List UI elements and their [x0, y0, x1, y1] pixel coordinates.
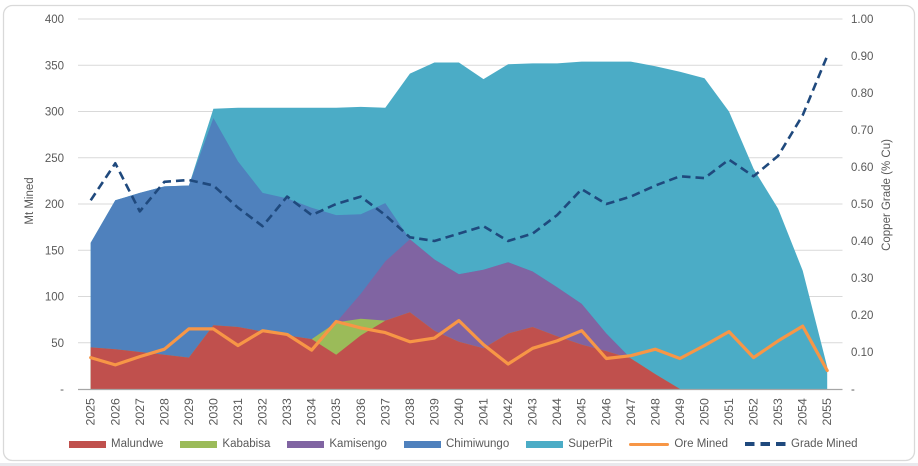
- window-edge-strip: [0, 463, 918, 466]
- legend-swatch: [745, 442, 787, 446]
- line-ore-mined: [89, 319, 829, 373]
- x-tick-label: 2049: [673, 398, 687, 426]
- y-left-tick-label: 100: [45, 292, 64, 304]
- x-tick-label: 2028: [157, 398, 171, 426]
- x-tick-label: 2048: [648, 398, 662, 426]
- legend-label: Kamisengo: [329, 437, 387, 450]
- x-tick-label: 2051: [722, 398, 736, 426]
- x-tick-label: 2033: [280, 398, 294, 426]
- legend-item-grade-mined[interactable]: Grade Mined: [745, 437, 858, 451]
- x-tick-label: 2029: [182, 398, 196, 426]
- legend-item-ore-mined[interactable]: Ore Mined: [629, 438, 728, 451]
- legend-item-malundwe[interactable]: Malundwe: [69, 438, 163, 451]
- x-tick-label: 2027: [133, 398, 147, 426]
- x-tick-label: 2037: [378, 398, 392, 426]
- y-right-tick-label: 0.20: [851, 310, 873, 322]
- legend-label: Malundwe: [111, 437, 164, 450]
- legend-label: Kababisa: [222, 437, 271, 450]
- y-left-tick-label: 300: [45, 107, 64, 119]
- x-tick-label: 2039: [427, 398, 441, 426]
- x-tick-label: 2034: [305, 398, 319, 426]
- y-left-axis-title: Mt Mined: [24, 177, 36, 224]
- x-tick-label: 2030: [206, 398, 220, 426]
- y-left-tick-label: 150: [45, 245, 64, 257]
- legend-swatch: [629, 442, 670, 446]
- x-tick-label: 2036: [354, 398, 368, 426]
- y-left-tick-label: 250: [45, 153, 64, 165]
- legend-label: Chimiwungo: [445, 437, 510, 450]
- y-right-tick-label: 0.30: [851, 273, 873, 285]
- y-right-tick-label: 0.80: [851, 88, 873, 100]
- y-left-tick-label: -: [60, 384, 64, 396]
- y-right-tick-label: 0.50: [851, 199, 873, 211]
- legend-item-kababisa[interactable]: Kababisa: [180, 438, 270, 451]
- y-right-tick-label: 0.70: [851, 125, 873, 137]
- y-left-tick-label: 400: [45, 14, 64, 26]
- x-tick-label: 2026: [108, 398, 122, 426]
- x-tick-label: 2055: [820, 398, 834, 426]
- x-tick-label: 2032: [256, 398, 270, 426]
- x-tick-label: 2054: [796, 398, 810, 426]
- legend-swatch: [287, 440, 325, 448]
- x-tick-label: 2035: [329, 398, 343, 426]
- legend-swatch: [69, 440, 106, 448]
- x-tick-label: 2025: [84, 398, 98, 426]
- y-left-tick-label: 50: [51, 338, 64, 350]
- x-tick-label: 2046: [599, 398, 613, 426]
- legend-label: SuperPit: [568, 437, 613, 450]
- legend-item-chimiwungo[interactable]: Chimiwungo: [403, 437, 510, 451]
- line-grade-mined: [89, 55, 829, 243]
- x-tick-label: 2041: [477, 398, 491, 426]
- x-tick-label: 2042: [501, 398, 515, 426]
- legend-swatch: [180, 440, 218, 448]
- x-tick-label: 2043: [526, 398, 540, 426]
- y-right-axis-title: Copper Grade (% Cu): [881, 139, 893, 251]
- legend-label: Grade Mined: [791, 437, 858, 450]
- x-tick-label: 2053: [771, 398, 785, 426]
- legend-label: Ore Mined: [674, 437, 729, 450]
- legend-swatch: [526, 440, 564, 448]
- x-tick-label: 2052: [747, 398, 761, 426]
- y-right-tick-label: 0.40: [851, 236, 873, 248]
- x-tick-label: 2038: [403, 398, 417, 426]
- legend-item-superpit[interactable]: SuperPit: [526, 438, 612, 451]
- x-tick-label: 2050: [697, 398, 711, 426]
- x-tick-label: 2047: [624, 398, 638, 426]
- area-malundwe: [90, 312, 828, 389]
- area-chimiwungo: [90, 118, 828, 389]
- x-tick-label: 2045: [575, 398, 589, 426]
- legend-item-kamisengo[interactable]: Kamisengo: [287, 438, 387, 451]
- y-left-tick-label: 350: [45, 60, 64, 72]
- y-right-tick-label: -: [851, 384, 855, 396]
- x-tick-label: 2044: [550, 398, 564, 426]
- y-right-tick-label: 1.00: [851, 14, 873, 26]
- x-tick-label: 2040: [452, 398, 466, 426]
- legend-swatch: [403, 440, 441, 448]
- x-tick-label: 2031: [231, 398, 245, 426]
- chart-legend: Malundwe Kababisa Kamisengo Chimiwungo Super…: [69, 437, 858, 451]
- y-right-tick-label: 0.60: [851, 162, 873, 174]
- y-right-tick-label: 0.90: [851, 51, 873, 63]
- y-right-tick-label: 0.10: [851, 347, 873, 359]
- y-left-tick-label: 200: [45, 199, 64, 211]
